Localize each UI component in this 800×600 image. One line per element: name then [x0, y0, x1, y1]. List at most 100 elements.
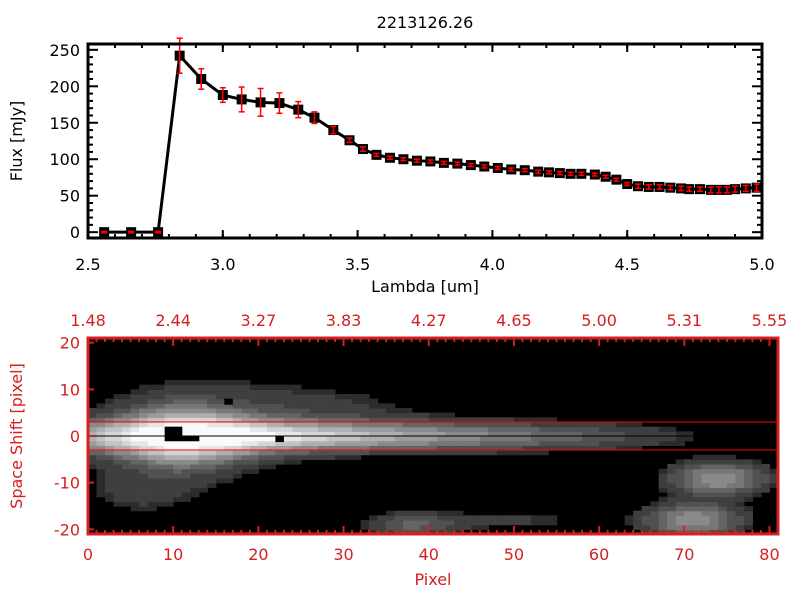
image-pixel	[386, 445, 396, 451]
image-pixel	[428, 417, 438, 423]
image-pixel	[513, 440, 524, 446]
image-pixel	[428, 445, 438, 451]
image-pixel	[684, 468, 694, 474]
image-pixel	[743, 524, 754, 530]
image-pixel	[198, 431, 208, 437]
image-pixel	[684, 473, 694, 479]
image-pixel	[105, 440, 115, 446]
image-pixel	[658, 496, 668, 502]
image-pixel	[164, 496, 174, 502]
image-pixel	[539, 436, 549, 442]
image-pixel	[590, 426, 600, 432]
x-axis-label: Lambda [um]	[371, 277, 479, 296]
image-pixel	[692, 482, 702, 488]
image-pixel	[198, 482, 208, 488]
image-pixel	[224, 412, 234, 418]
image-pixel	[769, 482, 779, 488]
image-pixel	[650, 524, 660, 530]
image-pixel	[232, 473, 242, 479]
image-pixel	[147, 422, 157, 428]
image-pixel	[215, 422, 225, 428]
image-pixel	[411, 422, 421, 428]
image-pixel	[658, 520, 668, 526]
image-pixel	[462, 515, 472, 521]
image-pixel	[309, 445, 319, 451]
x-tick-label: 4.0	[480, 255, 505, 274]
image-pixel	[215, 398, 225, 404]
image-pixel	[96, 412, 106, 418]
image-pixel	[343, 417, 353, 423]
image-pixel	[437, 417, 447, 423]
bad-pixel	[224, 398, 233, 405]
image-pixel	[420, 445, 430, 451]
image-pixel	[130, 487, 140, 493]
image-pixel	[113, 492, 123, 498]
image-pixel	[701, 524, 711, 530]
image-pixel	[139, 501, 149, 507]
image-pixel	[130, 389, 140, 395]
image-pixel	[692, 454, 702, 460]
image-pixel	[190, 464, 200, 470]
image-pixel	[122, 412, 132, 418]
image-pixel	[266, 454, 277, 460]
image-pixel	[769, 473, 779, 479]
image-pixel	[207, 464, 217, 470]
image-pixel	[130, 450, 140, 456]
image-pixel	[565, 440, 575, 446]
image-pixel	[232, 431, 242, 437]
image-pixel	[266, 445, 277, 451]
image-pixel	[684, 436, 694, 442]
x-tick-label: 0	[83, 545, 93, 564]
image-pixel	[181, 445, 191, 451]
image-pixel	[309, 394, 319, 400]
image-pixel	[718, 454, 728, 460]
image-pixel	[479, 445, 489, 451]
image-pixel	[675, 459, 685, 465]
image-pixel	[335, 412, 345, 418]
image-pixel	[377, 445, 387, 451]
image-pixel	[215, 459, 225, 465]
image-pixel	[437, 515, 447, 521]
image-pixel	[360, 394, 370, 400]
image-pixel	[403, 436, 413, 442]
image-pixel	[530, 436, 541, 442]
image-pixel	[718, 468, 728, 474]
image-pixel	[241, 454, 251, 460]
image-pixel	[122, 454, 132, 460]
image-pixel	[113, 394, 123, 400]
image-pixel	[726, 496, 737, 502]
image-pixel	[343, 431, 353, 437]
image-pixel	[445, 515, 455, 521]
image-pixel	[445, 422, 455, 428]
image-pixel	[96, 450, 106, 456]
image-pixel	[565, 445, 575, 451]
image-pixel	[616, 431, 626, 437]
image-pixel	[641, 529, 651, 535]
image-pixel	[198, 468, 208, 474]
image-pixel	[658, 478, 668, 484]
image-pixel	[403, 510, 413, 516]
image-pixel	[650, 520, 660, 526]
image-pixel	[726, 492, 737, 498]
image-pixel	[190, 440, 200, 446]
image-pixel	[241, 380, 251, 386]
image-pixel	[386, 417, 396, 423]
image-pixel	[709, 515, 719, 521]
image-pixel	[496, 440, 507, 446]
image-pixel	[428, 436, 438, 442]
y-tick-label: 150	[49, 114, 80, 133]
image-pixel	[300, 417, 311, 423]
image-pixel	[360, 398, 370, 404]
image-pixel	[198, 408, 208, 414]
image-pixel	[667, 464, 677, 470]
image-pixel	[105, 398, 115, 404]
image-pixel	[718, 464, 728, 470]
image-pixel	[394, 529, 404, 535]
image-pixel	[130, 408, 140, 414]
image-pixel	[445, 417, 455, 423]
image-pixel	[198, 445, 208, 451]
image-pixel	[675, 440, 685, 446]
image-pixel	[130, 417, 140, 423]
image-pixel	[556, 422, 566, 428]
